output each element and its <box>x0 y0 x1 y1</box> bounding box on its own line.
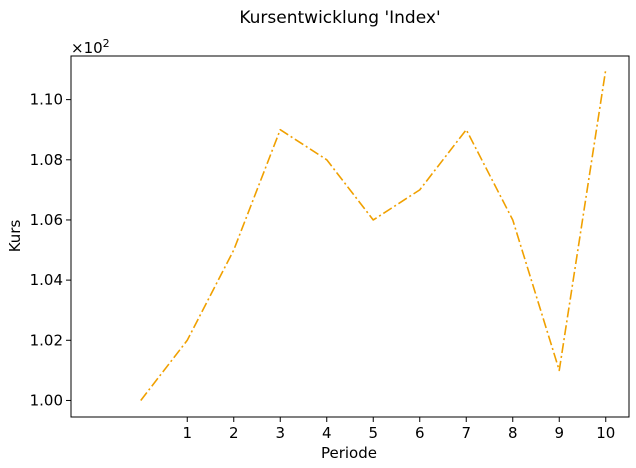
plot-frame <box>70 55 630 418</box>
plot-area <box>70 55 630 418</box>
y-tick-label: 1.04 <box>30 271 63 289</box>
y-tick-label: 1.02 <box>30 331 63 349</box>
y-axis-multiplier: ×102 <box>71 37 110 57</box>
x-tick-label: 10 <box>596 424 615 442</box>
y-tick-label: 1.06 <box>30 211 63 229</box>
x-tick-label: 7 <box>461 424 471 442</box>
y-tick-label: 1.10 <box>30 91 63 109</box>
x-axis-ticks: 1 2 3 4 5 6 7 8 9 10 <box>182 417 615 442</box>
y-axis-ticks: 1.00 1.02 1.04 1.06 1.08 1.10 <box>30 91 71 409</box>
x-tick-label: 6 <box>415 424 425 442</box>
x-tick-label: 2 <box>229 424 239 442</box>
x-tick-label: 5 <box>368 424 378 442</box>
y-multiplier-exponent: 2 <box>103 37 110 50</box>
x-tick-label: 3 <box>275 424 285 442</box>
x-tick-label: 4 <box>322 424 332 442</box>
series-line-group <box>140 69 607 401</box>
x-tick-label: 9 <box>554 424 564 442</box>
chart-title: Kursentwicklung 'Index' <box>239 8 440 28</box>
x-axis-label: Periode <box>321 444 377 462</box>
x-tick-label: 8 <box>508 424 518 442</box>
x-tick-label: 1 <box>182 424 192 442</box>
y-tick-label: 1.08 <box>30 151 63 169</box>
y-tick-label: 1.00 <box>30 391 63 409</box>
y-multiplier-base: ×10 <box>71 39 103 57</box>
series-line-0 <box>140 69 607 401</box>
y-axis-label: Kurs <box>6 220 24 253</box>
